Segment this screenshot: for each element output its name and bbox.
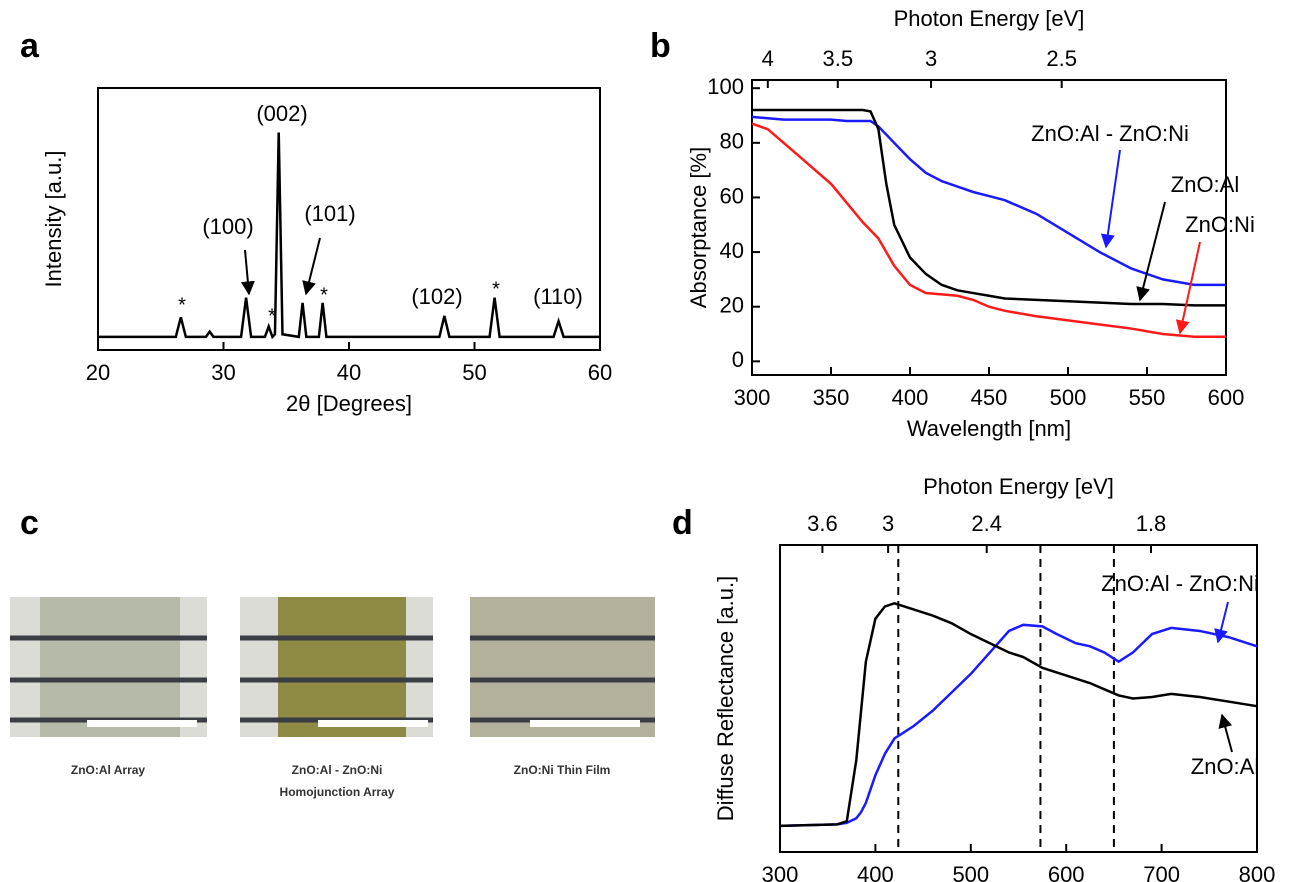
y-tick-label: 100 <box>707 74 744 99</box>
x-axis-label: 2θ [Degrees] <box>286 391 412 416</box>
photo-caption: Homojunction Array <box>280 785 395 799</box>
x-tick-label: 50 <box>462 360 486 385</box>
series-label: ZnO:Al <box>1171 172 1239 197</box>
x-tick-label: 20 <box>86 360 110 385</box>
arrow <box>1100 149 1121 249</box>
panel-letter: b <box>650 27 671 65</box>
data-line <box>751 115 1226 287</box>
y-tick-label: 80 <box>720 129 744 154</box>
x-tick-label: 30 <box>211 360 235 385</box>
series-label: ZnO:Al <box>1191 754 1259 779</box>
annotation: * <box>492 278 500 300</box>
y-tick-label: 60 <box>720 183 744 208</box>
arrow <box>1175 241 1201 335</box>
arrow <box>302 237 321 296</box>
x-tick-label: 300 <box>762 862 799 882</box>
annotation: (101) <box>304 201 355 226</box>
photo-caption: ZnO:Al - ZnO:Ni <box>292 763 383 777</box>
panel-letter: c <box>20 504 39 542</box>
x-tick-label: 600 <box>1048 862 1085 882</box>
x-tick-label: 400 <box>857 862 894 882</box>
x-tick-label: 450 <box>971 385 1008 410</box>
data-line <box>751 122 1226 339</box>
scale-bar <box>318 720 428 727</box>
x2-axis-label: Photon Energy [eV] <box>923 474 1114 499</box>
x-tick-label: 400 <box>892 385 929 410</box>
data-line <box>752 108 1226 307</box>
x2-tick-label: 1.8 <box>1136 511 1167 536</box>
x-tick-label: 700 <box>1143 862 1180 882</box>
y-tick-label: 20 <box>720 293 744 318</box>
photos <box>10 597 655 737</box>
x2-tick-label: 3 <box>925 46 937 71</box>
x2-axis-label: Photon Energy [eV] <box>894 6 1085 31</box>
series-label: ZnO:Ni <box>1185 212 1255 237</box>
panel-letter: a <box>20 27 40 65</box>
data-line <box>779 623 1258 828</box>
panel-letter: d <box>672 504 693 542</box>
photo-sample <box>40 597 180 737</box>
x2-tick-label: 4 <box>762 46 774 71</box>
annotation: (110) <box>533 284 583 309</box>
x-tick-label: 60 <box>588 360 612 385</box>
x2-tick-label: 2.4 <box>971 511 1002 536</box>
y-axis-label: Absorptance [%] <box>686 147 711 308</box>
x2-tick-label: 3 <box>882 511 894 536</box>
arrow <box>1214 601 1229 644</box>
photo-caption: ZnO:Ni Thin Film <box>514 763 611 777</box>
scale-bar <box>530 720 640 727</box>
annotation: (102) <box>411 284 462 309</box>
photo <box>470 597 655 737</box>
plot-frame <box>779 544 1258 853</box>
data-line <box>98 132 600 340</box>
x-tick-label: 40 <box>337 360 361 385</box>
photo-caption: ZnO:Al Array <box>71 763 146 777</box>
x-tick-label: 350 <box>813 385 850 410</box>
arrow <box>1218 713 1233 753</box>
x-tick-label: 800 <box>1239 862 1276 882</box>
x2-tick-label: 2.5 <box>1046 46 1077 71</box>
photo-sample <box>278 597 406 737</box>
arrow <box>240 249 255 296</box>
annotation: * <box>268 305 276 327</box>
annotation: * <box>320 284 328 306</box>
x-tick-label: 550 <box>1129 385 1166 410</box>
scale-bar <box>87 720 197 727</box>
arrow <box>1136 201 1166 302</box>
x2-tick-label: 3.5 <box>822 46 853 71</box>
series-label: ZnO:Al - ZnO:Ni <box>1101 571 1259 596</box>
y-tick-label: 0 <box>732 347 744 372</box>
y-axis-label: Diffuse Reflectance [a.u.] <box>713 576 738 821</box>
annotation: * <box>178 294 186 316</box>
data-line <box>779 602 1258 828</box>
x2-tick-label: 3.6 <box>807 511 838 536</box>
y-axis-label: Intensity [a.u.] <box>41 151 66 288</box>
x-axis-label: Wavelength [nm] <box>907 416 1071 441</box>
annotation: (002) <box>256 101 307 126</box>
x-tick-label: 500 <box>1050 385 1087 410</box>
x-tick-label: 500 <box>952 862 989 882</box>
series-label: ZnO:Al - ZnO:Ni <box>1031 121 1189 146</box>
annotation: (100) <box>202 214 253 239</box>
y-tick-label: 40 <box>720 238 744 263</box>
x-tick-label: 600 <box>1208 385 1245 410</box>
x-tick-label: 300 <box>734 385 771 410</box>
